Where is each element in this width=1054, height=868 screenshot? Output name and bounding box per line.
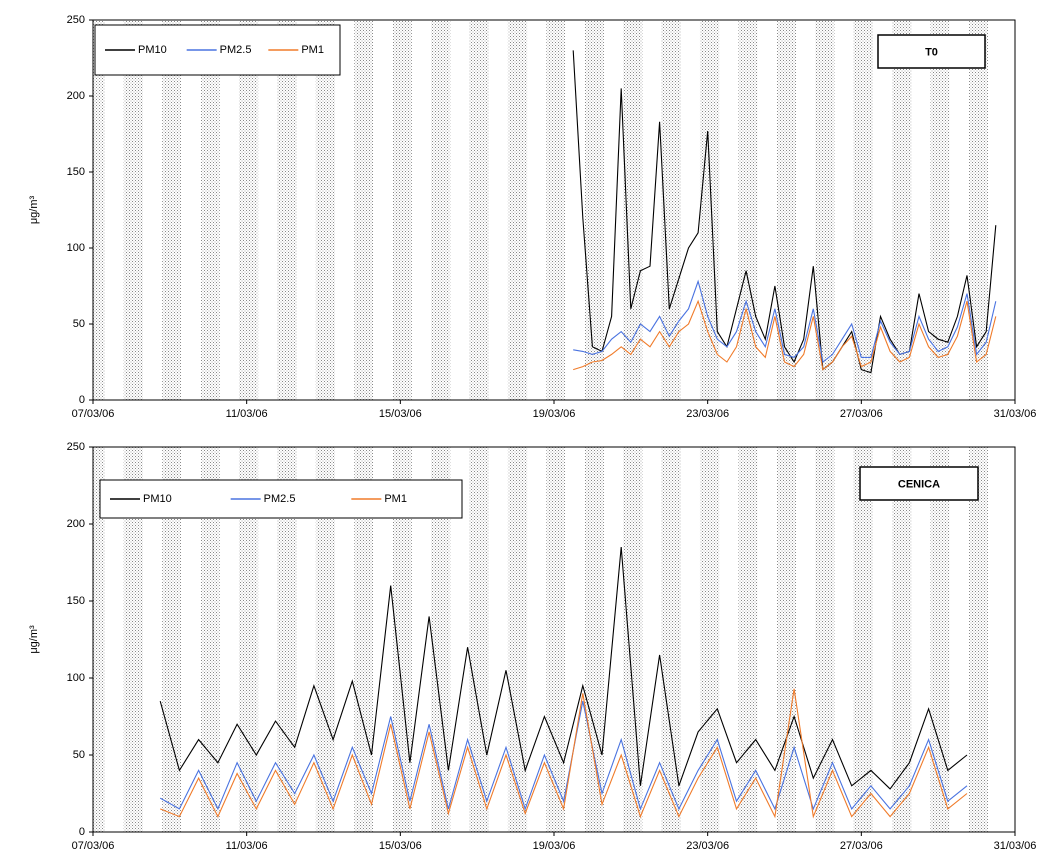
night-band	[431, 447, 451, 832]
y-tick-label: 0	[79, 394, 85, 406]
series-line	[159, 688, 968, 819]
chart-title: T0	[925, 46, 938, 58]
x-tick-label: 11/03/06	[226, 840, 268, 852]
night-band	[277, 20, 297, 400]
y-tick-label: 150	[67, 166, 85, 178]
x-tick-label: 11/03/06	[226, 408, 268, 420]
y-tick-label: 200	[67, 90, 85, 102]
x-tick-label: 23/03/06	[686, 408, 729, 420]
x-tick-label: 31/03/06	[994, 408, 1037, 420]
night-band	[315, 20, 336, 400]
chart-title: CENICA	[898, 478, 940, 490]
night-band	[853, 447, 873, 832]
night-band	[93, 447, 105, 832]
night-band	[354, 20, 374, 400]
night-band	[354, 447, 374, 832]
x-tick-label: 23/03/06	[686, 840, 729, 852]
y-tick-label: 0	[79, 826, 85, 838]
x-tick-label: 07/03/06	[72, 408, 115, 420]
night-band	[315, 447, 336, 832]
y-tick-label: 150	[67, 595, 85, 607]
night-band	[200, 20, 220, 400]
night-band	[546, 20, 566, 400]
night-band	[968, 447, 989, 832]
legend-label: PM10	[143, 493, 172, 505]
night-band	[776, 20, 797, 400]
night-band	[968, 20, 989, 400]
x-tick-label: 15/03/06	[379, 408, 422, 420]
x-tick-label: 27/03/06	[840, 408, 883, 420]
night-band	[584, 20, 604, 400]
night-band	[892, 447, 912, 832]
night-band	[661, 447, 681, 832]
night-band	[200, 447, 220, 832]
y-tick-label: 200	[67, 518, 85, 530]
night-band	[238, 20, 259, 400]
night-band	[162, 20, 182, 400]
night-band	[815, 447, 835, 832]
night-band	[469, 447, 489, 832]
legend-label: PM2.5	[220, 44, 252, 56]
x-tick-label: 15/03/06	[379, 840, 422, 852]
x-tick-label: 19/03/06	[533, 408, 576, 420]
x-tick-label: 31/03/06	[994, 840, 1037, 852]
legend-box	[99, 479, 463, 519]
series-line	[159, 700, 968, 811]
legend-label: PM1	[384, 493, 407, 505]
night-band	[930, 20, 950, 400]
night-band	[892, 20, 912, 400]
series-line	[159, 547, 968, 790]
night-band	[853, 20, 873, 400]
legend-label: PM1	[301, 44, 324, 56]
night-band	[738, 447, 758, 832]
x-tick-label: 27/03/06	[840, 840, 883, 852]
y-tick-label: 250	[67, 14, 85, 26]
title-box	[877, 34, 986, 69]
series-line	[573, 299, 997, 371]
night-band	[815, 20, 835, 400]
y-axis-label: μg/m³	[28, 625, 40, 654]
night-band	[123, 447, 143, 832]
night-band	[123, 20, 143, 400]
night-band	[277, 447, 297, 832]
night-band	[584, 447, 604, 832]
night-band	[623, 447, 643, 832]
night-band	[162, 447, 182, 832]
title-box	[859, 466, 979, 501]
x-tick-label: 19/03/06	[533, 840, 576, 852]
y-tick-label: 250	[67, 441, 85, 453]
x-tick-label: 07/03/06	[72, 840, 115, 852]
y-tick-label: 50	[73, 749, 85, 761]
night-band	[431, 20, 451, 400]
legend-label: PM10	[138, 44, 167, 56]
legend-label: PM2.5	[264, 493, 296, 505]
night-band	[623, 20, 643, 400]
legend-box	[94, 24, 341, 76]
night-band	[507, 447, 528, 832]
night-band	[776, 447, 797, 832]
y-axis-label: μg/m³	[28, 195, 40, 224]
series-line	[572, 50, 997, 374]
y-tick-label: 100	[67, 672, 85, 684]
night-band	[699, 20, 720, 400]
night-band	[661, 20, 681, 400]
y-tick-label: 50	[73, 318, 85, 330]
night-band	[546, 447, 566, 832]
night-band	[469, 20, 489, 400]
night-band	[507, 20, 528, 400]
night-band	[93, 20, 105, 400]
night-band	[699, 447, 720, 832]
y-tick-label: 100	[67, 242, 85, 254]
series-line	[573, 279, 997, 364]
night-band	[392, 20, 412, 400]
night-band	[930, 447, 950, 832]
